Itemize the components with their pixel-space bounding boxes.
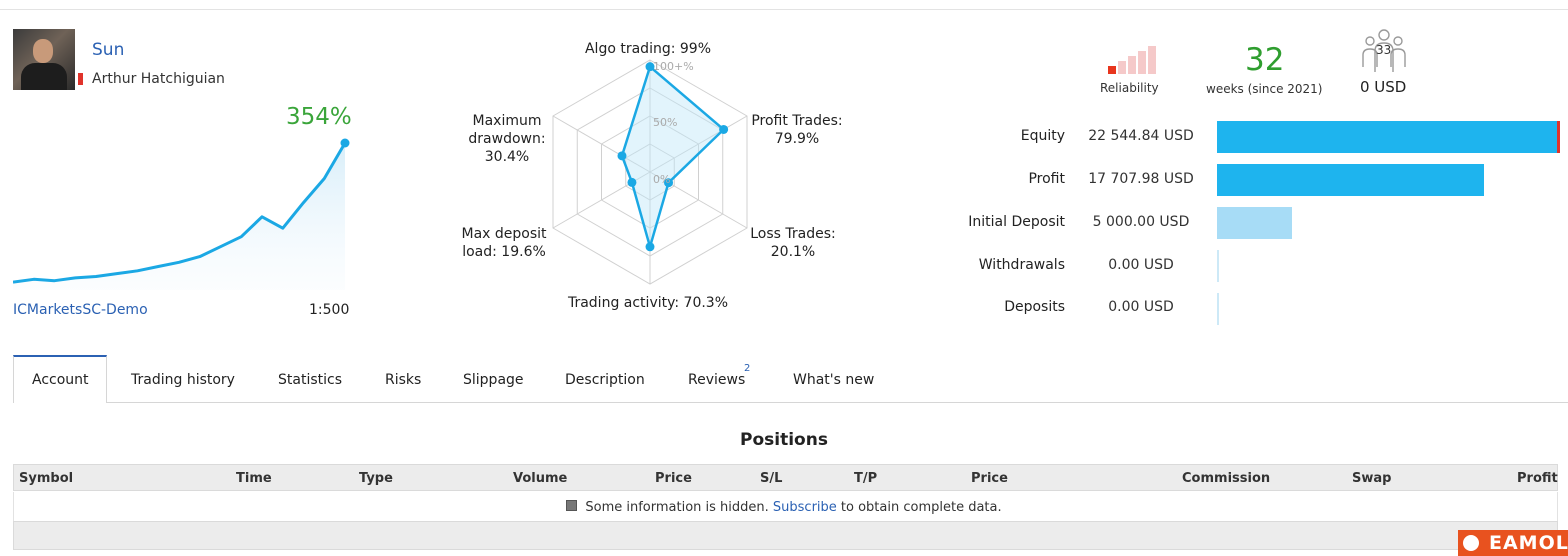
hidden-info-message: Some information is hidden. Subscribe to…	[0, 500, 1568, 515]
radar-label-profit-trades: Profit Trades: 79.9%	[751, 113, 843, 147]
radar-point	[617, 151, 627, 161]
country-flag-icon	[78, 73, 83, 85]
finance-bar	[1217, 164, 1484, 196]
growth-chart	[13, 138, 350, 290]
reliability-bar-3	[1128, 56, 1136, 74]
radar-label-max-drawdown: Maximum drawdown: 30.4%	[468, 113, 546, 165]
radar-point	[719, 124, 729, 134]
avatar[interactable]	[13, 29, 75, 90]
radar-point	[664, 178, 674, 188]
finance-value: 0.00 USD	[1108, 257, 1174, 273]
col-sl[interactable]: S/L	[760, 471, 783, 486]
radar-label-loss-trades: Loss Trades: 20.1%	[750, 226, 836, 260]
col-price-current[interactable]: Price	[971, 471, 1008, 486]
radar-tick-top: 100+%	[653, 60, 694, 73]
positions-table-footer	[13, 521, 1558, 550]
radar-axis-line	[552, 115, 651, 173]
tab-account-active-frame	[13, 355, 107, 403]
subscribers-count: 33	[1376, 43, 1392, 57]
growth-line	[13, 142, 347, 284]
col-type[interactable]: Type	[359, 471, 393, 486]
finance-value: 22 544.84 USD	[1088, 128, 1194, 144]
radar-label-algo: Algo trading: 99%	[584, 41, 711, 57]
finance-bar	[1217, 293, 1219, 325]
author-name[interactable]: Arthur Hatchiguian	[92, 71, 225, 87]
finance-value: 0.00 USD	[1108, 299, 1174, 315]
finance-bar	[1217, 207, 1292, 239]
radar-axis-line	[649, 115, 748, 173]
tab-trading-history[interactable]: Trading history	[131, 372, 235, 388]
finance-label: Profit	[1028, 171, 1065, 187]
finance-label: Initial Deposit	[968, 214, 1065, 230]
subscribe-link[interactable]: Subscribe	[772, 500, 837, 515]
reliability-bars	[1108, 46, 1162, 74]
reliability-bar-1	[1108, 66, 1116, 74]
col-price[interactable]: Price	[655, 471, 692, 486]
finance-label: Deposits	[1004, 299, 1065, 315]
radar-point	[645, 242, 655, 252]
finance-bars	[1217, 121, 1560, 331]
col-symbol[interactable]: Symbol	[19, 471, 74, 486]
finance-bar	[1217, 250, 1219, 282]
reliability-bar-4	[1138, 51, 1146, 74]
reliability-label: Reliability	[1100, 81, 1159, 95]
radar-chart	[552, 59, 748, 285]
col-profit[interactable]: Profit	[1517, 471, 1558, 486]
hidden-info-text-after: to obtain complete data.	[840, 500, 1002, 515]
radar-label-max-deposit-load: Max deposit load: 19.6%	[461, 226, 547, 260]
tab-reviews[interactable]: Reviews	[688, 372, 746, 388]
finance-label: Withdrawals	[978, 257, 1065, 273]
subscription-price: 0 USD	[1360, 78, 1407, 96]
signal-name[interactable]: Sun	[92, 40, 125, 60]
tab-slippage[interactable]: Slippage	[463, 372, 524, 388]
reviews-count-badge: 2	[744, 363, 751, 374]
weeks-label: weeks (since 2021)	[1206, 82, 1323, 96]
hidden-info-text: Some information is hidden.	[585, 500, 769, 515]
hidden-info-row	[13, 492, 1558, 521]
lock-icon	[566, 500, 578, 511]
broker-server-link[interactable]: ICMarketsSC-Demo	[13, 302, 148, 318]
gain-percent: 354%	[286, 104, 352, 130]
radar-tick-zero: 0%	[653, 173, 671, 186]
tab-risks[interactable]: Risks	[385, 372, 422, 388]
finance-bar	[1217, 121, 1560, 153]
tab-whats-new[interactable]: What's new	[793, 372, 875, 388]
col-swap[interactable]: Swap	[1352, 471, 1392, 486]
col-commission[interactable]: Commission	[1182, 471, 1271, 486]
radar-point	[627, 177, 637, 187]
subscribers-icon	[1362, 29, 1406, 72]
positions-table-header	[13, 464, 1558, 491]
col-time[interactable]: Time	[236, 471, 272, 486]
tab-statistics[interactable]: Statistics	[278, 372, 342, 388]
tabs-divider	[13, 402, 1568, 403]
reliability-bar-2	[1118, 61, 1126, 74]
radar-label-trading-activity: Trading activity: 70.3%	[567, 295, 729, 311]
radar-point	[645, 62, 655, 72]
positions-title: Positions	[740, 430, 828, 450]
finance-value: 5 000.00 USD	[1092, 214, 1190, 230]
col-tp[interactable]: T/P	[854, 471, 878, 486]
eamol-logo-icon	[1463, 535, 1479, 551]
finance-label: Equity	[1020, 128, 1065, 144]
radar-tick-mid: 50%	[653, 116, 678, 129]
eamol-watermark-text: EAMOL	[1489, 532, 1568, 554]
top-divider	[0, 9, 1568, 10]
reliability-bar-5	[1148, 46, 1156, 74]
growth-end-point	[340, 138, 350, 148]
finance-value: 17 707.98 USD	[1088, 171, 1194, 187]
weeks-count: 32	[1245, 42, 1285, 78]
tab-description[interactable]: Description	[565, 372, 645, 388]
leverage-value: 1:500	[309, 302, 350, 318]
growth-area	[13, 143, 345, 290]
col-volume[interactable]: Volume	[513, 471, 568, 486]
tab-account[interactable]: Account	[32, 372, 89, 388]
